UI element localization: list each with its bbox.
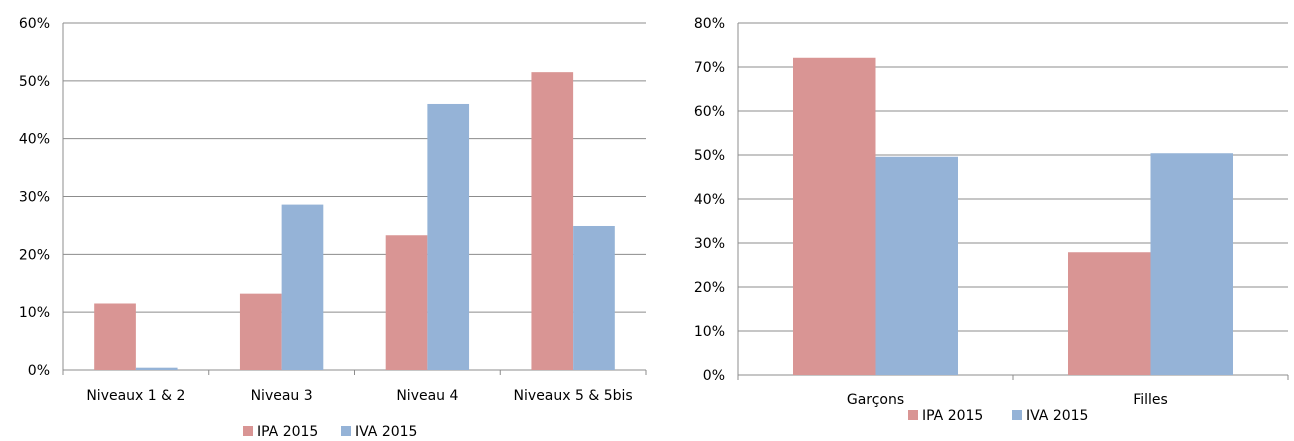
right-chart-bar-iva — [875, 156, 958, 375]
left-chart-y-tick-label: 40% — [19, 132, 50, 148]
right-chart-y-tick-label: 80% — [694, 16, 725, 32]
left-chart-category-label: Niveau 4 — [396, 388, 458, 404]
chart-sexe: 0% 10% 20% 30% 40% 50% 60% 70% 80% Garçons Filles I… — [652, 0, 1294, 437]
left-chart-bar-ipa — [239, 293, 282, 370]
right-chart-y-tick-label: 40% — [694, 192, 725, 208]
left-chart-y-tick-label: 20% — [19, 247, 50, 263]
right-chart-category-label: Filles — [1133, 392, 1168, 408]
chart-niveaux-svg: 0% 10% 20% 30% 40% 50% 60% Niveaux 1 & 2 Niveau … — [19, 16, 647, 440]
right-chart-y-tick-label: 50% — [694, 148, 725, 164]
right-chart-legend-swatch — [908, 410, 918, 420]
right-chart-y-tick-label: 10% — [694, 324, 725, 340]
left-chart-bar-ipa — [531, 72, 574, 371]
left-chart-bar-iva — [427, 103, 470, 370]
left-chart-y-tick-label: 0% — [28, 363, 50, 379]
right-chart-legend-label: IPA 2015 — [922, 408, 983, 424]
left-chart-y-tick-label: 10% — [19, 305, 50, 321]
right-chart-y-tick-label: 70% — [694, 60, 725, 76]
left-chart-category-label: Niveau 3 — [251, 388, 313, 404]
left-chart-bar-iva — [281, 204, 324, 370]
right-chart-y-tick-label: 20% — [694, 280, 725, 296]
left-chart-legend-swatch — [341, 426, 351, 436]
left-chart-y-tick-label: 60% — [19, 16, 50, 32]
right-chart-bar-ipa — [1068, 252, 1151, 375]
left-chart-category-label: Niveaux 5 & 5bis — [514, 388, 633, 404]
right-chart-y-tick-label: 60% — [694, 104, 725, 120]
left-chart-bar-ipa — [94, 303, 136, 370]
chart-niveaux: 0% 10% 20% 30% 40% 50% 60% Niveaux 1 & 2 Niveau … — [0, 0, 652, 440]
right-chart-bar-ipa — [793, 57, 876, 375]
right-chart-y-tick-label: 30% — [694, 236, 725, 252]
right-chart-legend-swatch — [1012, 410, 1022, 420]
right-chart-legend-label: IVA 2015 — [1026, 408, 1088, 424]
left-chart-bar-iva — [135, 367, 178, 370]
left-chart-bar-ipa — [385, 235, 428, 370]
left-chart-y-tick-label: 30% — [19, 190, 50, 206]
right-chart-bar-iva — [1150, 153, 1233, 375]
left-chart-legend-swatch — [243, 426, 253, 436]
left-chart-category-label: Niveaux 1 & 2 — [86, 388, 185, 404]
left-chart-y-tick-label: 50% — [19, 74, 50, 90]
left-chart-bar-iva — [573, 225, 615, 370]
right-chart-y-tick-label: 0% — [703, 368, 725, 384]
chart-sexe-svg: 0% 10% 20% 30% 40% 50% 60% 70% 80% Garçons Filles I… — [694, 16, 1289, 424]
left-chart-legend-label: IVA 2015 — [355, 424, 417, 437]
right-chart-category-label: Garçons — [847, 392, 904, 408]
left-chart-legend-label: IPA 2015 — [257, 424, 318, 437]
